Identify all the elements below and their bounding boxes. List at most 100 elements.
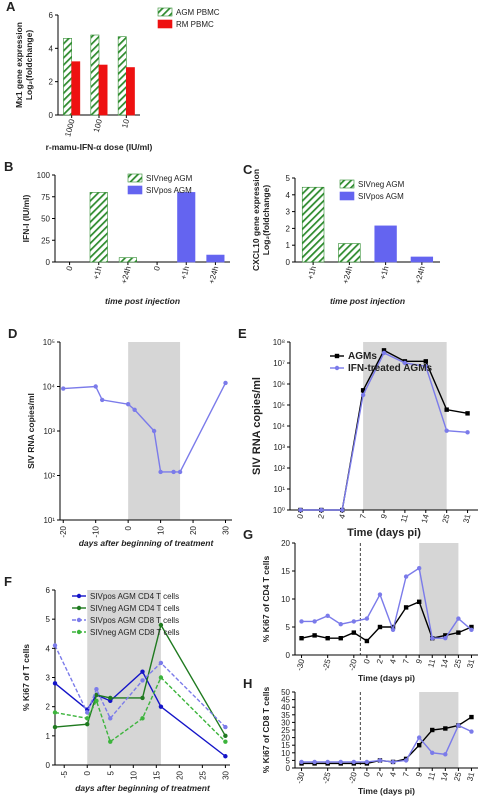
x-tick-label: 31: [465, 771, 476, 782]
data-point: [312, 759, 317, 765]
x-axis-label: time post injection: [105, 296, 180, 306]
legend-swatch: [157, 7, 173, 17]
data-point: [325, 636, 330, 641]
y-axis-label: SIV RNA copies/ml: [251, 377, 263, 475]
y-tick-label: 0: [286, 764, 291, 773]
data-point: [456, 616, 461, 621]
x-tick-label: 0: [362, 771, 372, 778]
data-point: [93, 384, 98, 389]
y-tick-label: 4: [49, 44, 54, 53]
x-tick-label: 11: [426, 658, 437, 669]
x-tick-label: 9: [379, 513, 389, 520]
y-tick-label: 10⁷: [273, 359, 285, 368]
y-tick-label: 6: [49, 11, 54, 20]
x-tick-label: 30: [222, 525, 231, 534]
y-tick-label: 2: [46, 703, 51, 712]
x-tick-label: +24h: [119, 265, 132, 285]
data-point: [364, 638, 370, 644]
data-point: [312, 619, 317, 624]
data-point: [469, 627, 474, 632]
x-tick-label: 100: [92, 118, 104, 134]
x-axis-label: days after beginning of treatment: [79, 538, 215, 548]
x-tick-label: 4: [388, 771, 398, 778]
x-tick-label: -30: [295, 771, 307, 785]
legend-marker: [334, 365, 340, 371]
bar: [126, 67, 135, 116]
treatment-shade: [363, 342, 447, 510]
y-tick-label: 10⁵: [43, 338, 55, 347]
bar: [118, 257, 137, 263]
x-tick-label: 10: [120, 118, 131, 129]
legend-swatch: [127, 173, 143, 183]
data-point: [223, 733, 228, 739]
x-tick-label: 0: [362, 658, 372, 665]
legend-label: AGMs: [348, 351, 377, 362]
y-tick-label: 50: [41, 215, 50, 224]
x-tick-label: 0: [296, 513, 306, 520]
y-tick-label: 0: [286, 258, 291, 267]
y-tick-label: 5: [46, 615, 51, 624]
data-point: [465, 411, 470, 416]
data-point: [469, 729, 474, 734]
y-tick-label: 10²: [273, 464, 285, 473]
y-tick-label: 0: [46, 258, 51, 267]
x-tick-label: 30: [221, 770, 230, 779]
legend-swatch: [339, 191, 355, 201]
panel-0: A 0 2 4 6 Mx1 gene expression Log₂(foldchange)…: [6, 0, 220, 152]
data-point: [403, 574, 409, 579]
x-tick-label: -25: [321, 658, 333, 672]
data-point: [416, 599, 422, 604]
y-tick-label: 5: [286, 174, 291, 183]
x-tick-label: 9: [414, 771, 424, 778]
x-tick-label: +1h: [179, 265, 191, 280]
data-point: [416, 743, 422, 748]
y-tick-label: 30: [281, 718, 290, 727]
y-tick-label: 35: [281, 711, 290, 720]
y-tick-label: 10¹: [43, 516, 55, 525]
panel-letter: H: [243, 676, 252, 691]
x-tick-label: 7: [358, 513, 368, 520]
panel-3: D 10¹ 10² 10³ 10⁴ 10⁵ SIV RNA copies/ml -20 -10 0…: [8, 326, 232, 548]
y-tick-label: 3: [286, 208, 291, 217]
data-point: [338, 622, 343, 627]
panel-letter: F: [4, 574, 12, 589]
y-axis-label: % Ki67 of T cells: [21, 644, 31, 711]
data-point: [99, 397, 105, 403]
x-axis-label: Time (days pi): [347, 527, 421, 539]
data-point: [430, 750, 435, 755]
y-tick-label: 10: [281, 595, 290, 604]
x-tick-label: 2: [375, 771, 385, 778]
data-point: [108, 716, 113, 721]
data-point: [430, 727, 435, 733]
data-point: [125, 402, 131, 407]
y-axis-label: SIV RNA copies/ml: [26, 393, 36, 469]
y-tick-label: 15: [281, 567, 290, 576]
y-tick-label: 0: [49, 111, 54, 120]
x-tick-label: +24h: [207, 265, 220, 285]
y-axis-label: % Ki67 of CD4 T cells: [261, 556, 271, 643]
x-tick-label: 0: [65, 265, 75, 272]
legend-marker: [76, 629, 82, 635]
y-tick-label: 10³: [43, 427, 55, 436]
data-point: [177, 469, 183, 475]
data-point: [108, 739, 113, 744]
data-point: [158, 704, 164, 709]
y-tick-label: 50: [281, 688, 290, 697]
legend-marker: [76, 617, 82, 623]
data-point: [377, 592, 383, 597]
data-point: [132, 407, 137, 412]
bar: [89, 192, 108, 263]
bar: [206, 254, 225, 263]
y-tick-label: 0: [46, 761, 51, 770]
y-tick-label: 45: [281, 696, 290, 705]
y-axis-label: Log₂(foldchange): [261, 185, 271, 256]
bar: [63, 38, 72, 116]
legend-label: SIVneg AGM: [358, 180, 405, 189]
y-tick-label: 20: [281, 734, 290, 743]
data-point: [416, 735, 422, 740]
bar: [177, 192, 196, 263]
y-tick-label: 10⁵: [273, 401, 285, 410]
data-point: [351, 619, 357, 624]
legend-label: AGM PBMC: [176, 8, 220, 17]
data-point: [52, 643, 58, 648]
